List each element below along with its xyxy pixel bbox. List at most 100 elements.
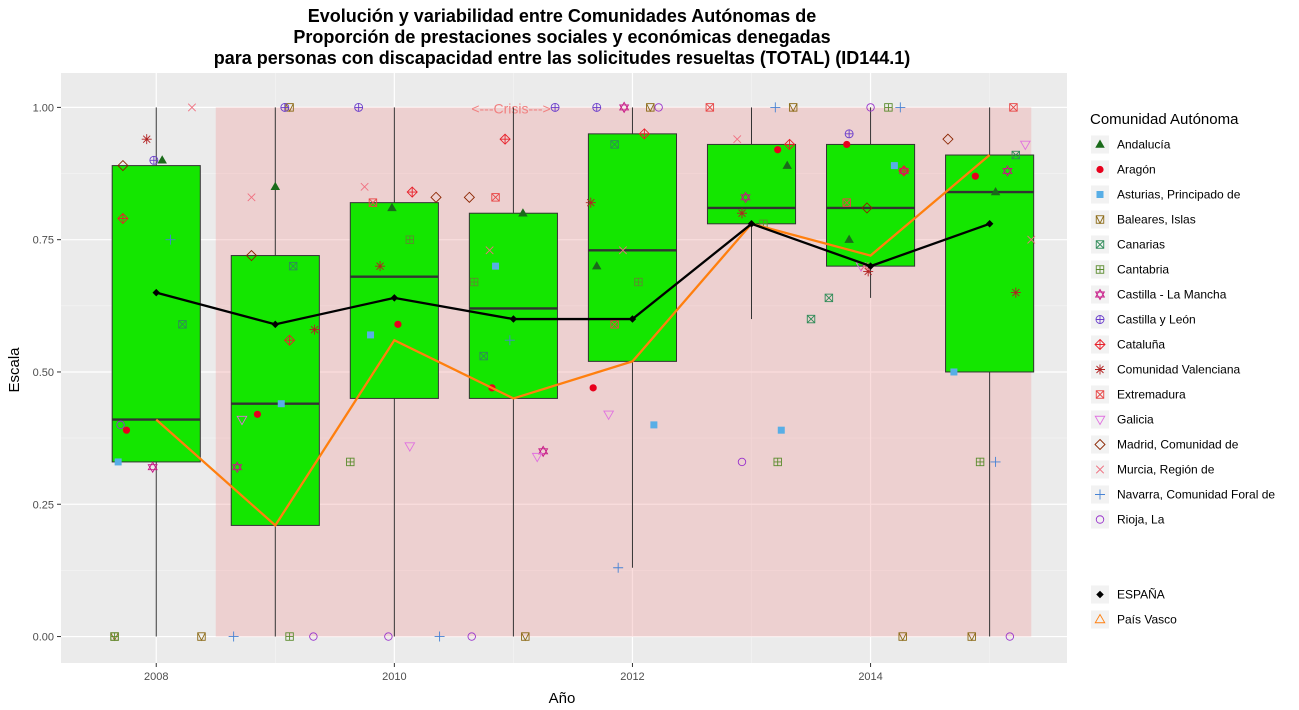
marker-shape [806, 314, 816, 324]
point-castilla-y-le-n [280, 102, 290, 112]
marker-shape [1096, 315, 1104, 324]
point-andaluc-a [270, 181, 281, 191]
marker-shape [618, 101, 630, 111]
point-arag-n [394, 320, 402, 328]
box-body [468, 212, 558, 399]
marker-shape [141, 134, 152, 145]
marker-shape [491, 193, 500, 202]
marker-shape [773, 458, 782, 466]
point-asturias-principado-de [114, 458, 122, 466]
legend-key [1095, 240, 1105, 249]
marker-shape [942, 133, 954, 145]
marker-shape [1094, 288, 1106, 298]
marker-shape [1095, 139, 1105, 148]
point-madrid-comunidad-de [463, 191, 475, 203]
point-arag-n [843, 140, 851, 149]
espana-point [509, 315, 518, 323]
legend-label: Extremadura [1117, 388, 1186, 402]
legend-key [1094, 415, 1106, 426]
legend-key [1095, 515, 1105, 524]
legend-label: Aragón [1117, 163, 1156, 177]
marker-shape [232, 464, 243, 474]
point-canarias [178, 320, 187, 329]
legend-key [1095, 315, 1105, 324]
point-castilla-la-mancha [538, 445, 549, 458]
marker-shape [228, 631, 239, 642]
point-catalu-a [117, 212, 129, 225]
point-rioja-la [1005, 632, 1015, 641]
marker-shape [866, 103, 875, 112]
marker-shape [232, 461, 243, 471]
y-tick-label: 1.00 [33, 102, 54, 114]
marker-shape [149, 156, 158, 165]
marker-shape [610, 320, 619, 329]
espana-point [390, 294, 399, 302]
crisis-annotation: <---Crisis---> [471, 100, 550, 116]
point-madrid-comunidad-de [245, 249, 258, 262]
marker-shape [747, 220, 756, 228]
marker-shape [277, 400, 285, 408]
marker-shape [110, 632, 119, 641]
point-canarias [288, 261, 298, 271]
marker-shape [603, 410, 615, 421]
point-navarra-comunidad-foral-de [165, 234, 176, 245]
marker-shape [976, 458, 984, 466]
point-castilla-y-le-n [550, 102, 560, 112]
marker-shape [504, 335, 515, 346]
legend-key-bg [1091, 210, 1109, 229]
marker-shape [1095, 215, 1105, 225]
point-cantabria [405, 235, 415, 244]
legend-item: Cantabria [1091, 260, 1169, 279]
legend-title: Comunidad Autónoma [1090, 111, 1239, 128]
marker-shape [346, 458, 355, 466]
marker-shape [1094, 613, 1106, 624]
point-murcia-regi-n-de [618, 246, 627, 255]
point-castilla-la-mancha [618, 101, 630, 114]
marker-shape [288, 261, 298, 271]
marker-shape [740, 194, 751, 204]
marker-shape [1096, 165, 1104, 174]
point-murcia-regi-n-de [187, 103, 197, 112]
marker-shape [1027, 235, 1036, 244]
legend-item: Cataluña [1091, 335, 1165, 354]
legend-key [1094, 338, 1106, 351]
marker-shape [610, 140, 619, 149]
box-body [826, 143, 916, 267]
marker-shape [152, 288, 160, 297]
marker-shape [895, 102, 906, 113]
marker-shape [1095, 240, 1105, 249]
point-catalu-a [898, 165, 910, 177]
marker-shape [1094, 291, 1106, 301]
marker-shape [492, 262, 500, 270]
line-pa-s-vasco [155, 154, 991, 528]
point-andaluc-a [591, 261, 602, 270]
point-navarra-comunidad-foral-de [770, 102, 781, 113]
marker-shape [521, 632, 530, 642]
marker-shape [1019, 140, 1031, 151]
espana-point [747, 220, 756, 228]
marker-shape [178, 320, 187, 329]
point-galicia [531, 452, 543, 463]
marker-shape [1010, 287, 1021, 298]
legend-key [1095, 364, 1105, 375]
chart-title-line-3: para personas con discapacidad entre las… [214, 48, 911, 68]
marker-shape [384, 632, 393, 641]
legend-key-bg [1091, 410, 1109, 429]
point-comunidad-valenciana [585, 197, 596, 208]
point-castilla-la-mancha [740, 191, 751, 204]
marker-shape [1095, 339, 1105, 350]
marker-shape [122, 426, 131, 434]
marker-shape [646, 103, 655, 113]
legend-key-bg [1091, 435, 1109, 454]
point-arag-n [774, 146, 782, 154]
point-navarra-comunidad-foral-de [504, 335, 515, 346]
point-catalu-a [283, 334, 296, 346]
marker-shape [463, 191, 475, 203]
marker-shape [613, 562, 624, 573]
legend-label: Madrid, Comunidad de [1117, 438, 1239, 452]
espana-point [985, 220, 994, 228]
marker-shape [824, 293, 833, 302]
point-navarra-comunidad-foral-de [434, 631, 445, 642]
marker-shape [245, 249, 258, 262]
legend-key [1094, 438, 1106, 451]
